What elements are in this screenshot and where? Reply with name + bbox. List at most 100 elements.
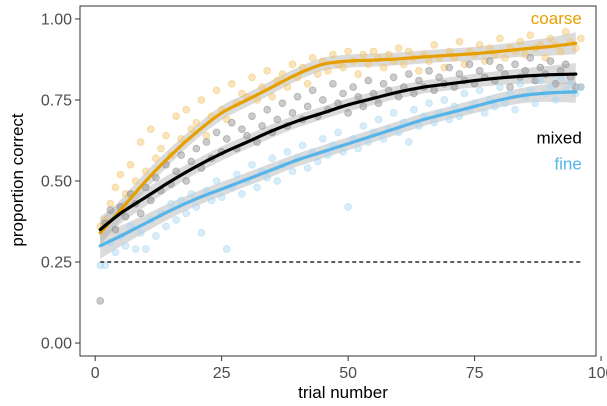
point-coarse (303, 79, 312, 88)
point-fine (152, 232, 160, 240)
point-mixed (238, 125, 246, 133)
point-mixed (278, 99, 287, 108)
point-coarse (324, 67, 332, 75)
point-mixed (329, 79, 337, 88)
point-mixed (147, 196, 155, 205)
point-fine (268, 154, 277, 163)
point-mixed (435, 73, 443, 82)
point-mixed (410, 89, 418, 98)
point-mixed (389, 73, 398, 82)
x-tick-label: 0 (91, 365, 100, 382)
point-fine (141, 245, 150, 253)
point-coarse (339, 63, 347, 72)
point-coarse (577, 34, 585, 43)
point-coarse (162, 131, 170, 140)
point-coarse (425, 57, 433, 65)
point-mixed (430, 86, 438, 95)
point-mixed (445, 63, 454, 72)
point-mixed (319, 96, 327, 104)
smooth-lines (98, 41, 578, 248)
point-coarse (308, 54, 317, 62)
point-coarse (152, 154, 160, 163)
point-coarse (399, 60, 408, 69)
point-mixed (526, 54, 535, 62)
point-fine (354, 144, 363, 153)
point-mixed (111, 225, 120, 234)
point-mixed (511, 60, 519, 69)
point-fine (455, 112, 464, 120)
point-fine (162, 222, 170, 231)
point-fine (526, 86, 535, 95)
point-fine (440, 96, 449, 104)
point-mixed (415, 76, 423, 85)
x-tick-label: 100 (588, 365, 607, 382)
point-mixed (212, 128, 221, 137)
x-tick-label: 25 (213, 365, 231, 382)
point-coarse (379, 63, 388, 72)
point-coarse (248, 73, 256, 82)
point-fine (531, 99, 540, 108)
point-mixed (455, 70, 464, 78)
point-mixed (308, 86, 317, 95)
point-fine (480, 109, 489, 117)
point-fine (334, 128, 342, 137)
point-mixed (364, 76, 373, 85)
point-coarse (106, 199, 115, 208)
point-fine (364, 138, 373, 146)
point-fine (253, 183, 261, 192)
point-fine (379, 135, 388, 143)
point-coarse (283, 83, 292, 91)
point-mixed (536, 63, 545, 72)
y-tick-label: 0.50 (41, 174, 72, 191)
point-coarse (556, 47, 565, 56)
point-coarse (430, 41, 438, 49)
point-mixed (394, 92, 403, 101)
y-tick-label: 1.00 (41, 11, 72, 28)
series-label-coarse: coarse (531, 9, 582, 28)
point-mixed (177, 151, 185, 159)
point-fine (359, 122, 368, 130)
point-fine (319, 135, 327, 143)
point-fine (303, 164, 312, 172)
point-coarse (516, 37, 524, 46)
point-coarse (182, 105, 191, 114)
point-mixed (344, 109, 352, 117)
point-coarse (147, 125, 155, 133)
point-coarse (278, 70, 287, 78)
point-fine (192, 203, 201, 211)
point-fine (445, 115, 454, 124)
point-fine (313, 157, 322, 166)
point-mixed (288, 109, 297, 117)
point-mixed (222, 135, 231, 143)
point-mixed (465, 60, 474, 69)
x-tick-label: 50 (339, 365, 357, 382)
point-coarse (192, 118, 201, 127)
point-fine (121, 242, 130, 250)
point-coarse (344, 47, 352, 56)
line-mixed (98, 72, 578, 232)
point-mixed (485, 57, 494, 65)
point-fine (101, 261, 110, 270)
point-fine (394, 128, 403, 137)
point-fine (405, 138, 413, 146)
point-fine (217, 193, 226, 202)
point-mixed (243, 131, 251, 140)
point-fine (273, 177, 282, 185)
point-mixed (227, 118, 236, 127)
point-coarse (268, 92, 277, 101)
point-coarse (571, 44, 580, 52)
point-fine (172, 216, 180, 224)
point-coarse (313, 70, 322, 78)
point-mixed (106, 206, 115, 214)
point-mixed (349, 83, 357, 91)
point-coarse (496, 34, 504, 43)
y-tick-label: 0.25 (41, 255, 72, 272)
point-fine (263, 173, 271, 182)
point-mixed (425, 67, 433, 75)
point-fine (111, 248, 120, 257)
point-mixed (339, 89, 347, 98)
point-coarse (116, 170, 125, 179)
point-fine (136, 229, 145, 237)
point-coarse (369, 47, 378, 56)
